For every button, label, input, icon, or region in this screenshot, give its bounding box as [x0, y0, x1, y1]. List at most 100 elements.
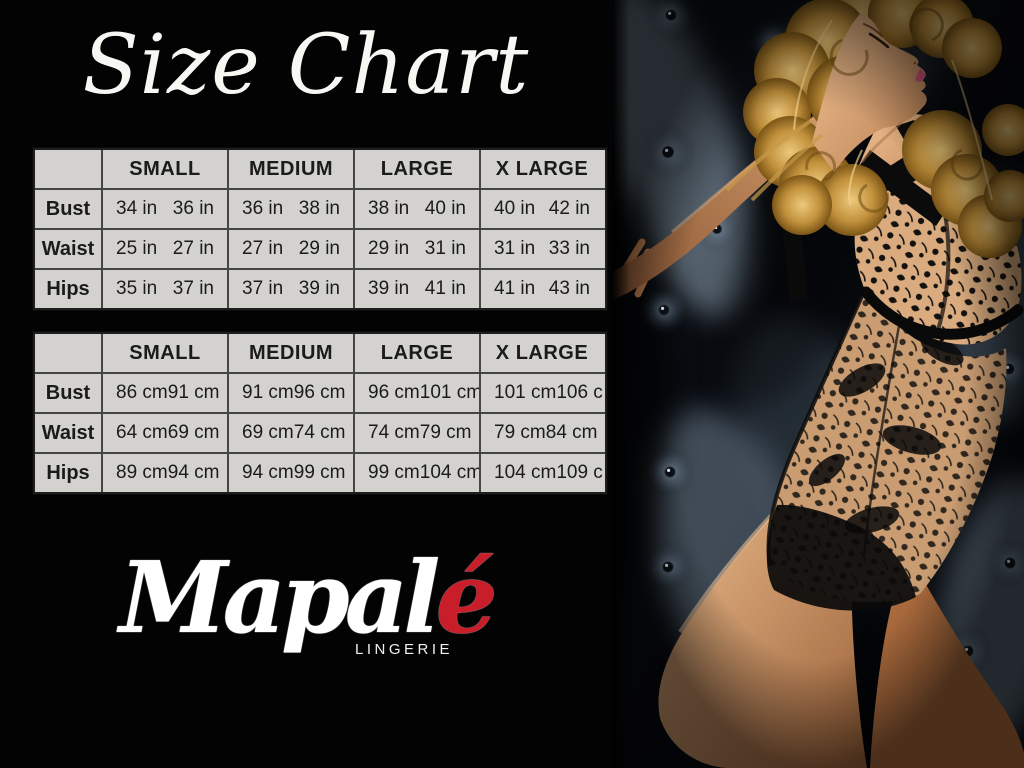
size-value: 40 in: [424, 198, 466, 219]
row-label: Waist: [35, 230, 103, 268]
size-value: 29 in: [368, 238, 410, 259]
size-cell: 41 in 43 in: [481, 270, 603, 308]
size-value: 74 cm: [368, 422, 420, 443]
header-small: SMALL: [103, 334, 229, 372]
header-medium: MEDIUM: [229, 334, 355, 372]
table-row-waist: Waist 64 cm 69 cm 69 cm 74 cm 74 cm 79 cm 7…: [35, 414, 605, 454]
header-xlarge: X LARGE: [495, 157, 589, 180]
corner-cell: [35, 334, 103, 372]
size-cell: 40 in 42 in: [481, 190, 603, 228]
size-cell: 38 in 40 in: [355, 190, 481, 228]
size-value: 41 in: [424, 278, 466, 299]
size-cell: 89 cm 94 cm: [103, 454, 229, 492]
brand-logo: Mapalé LINGERIE: [0, 547, 612, 658]
table-row-bust: Bust 34 in 36 in 36 in 38 in 38 in 40 in 40…: [35, 190, 605, 230]
size-value: 96 cm: [293, 382, 346, 403]
size-cell: 37 in 39 in: [229, 270, 355, 308]
row-label: Hips: [35, 454, 103, 492]
brand-text: Mapal: [119, 541, 440, 656]
header-large: LARGE: [355, 334, 481, 372]
size-value: 39 in: [298, 278, 340, 299]
size-value: 89 cm: [116, 462, 168, 483]
size-value: 91 cm: [242, 382, 294, 403]
header-large: LARGE: [355, 150, 481, 188]
size-cell: 79 cm 84 cm: [481, 414, 603, 452]
size-value: 69 cm: [242, 422, 294, 443]
size-value: 99 cm: [293, 462, 346, 483]
size-value: 64 cm: [116, 422, 168, 443]
row-label: Hips: [35, 270, 103, 308]
size-value: 79 cm: [419, 422, 472, 443]
brand-wordmark: Mapalé: [0, 547, 612, 651]
size-cell: 64 cm 69 cm: [103, 414, 229, 452]
size-value: 79 cm: [494, 422, 546, 443]
table-row-bust: Bust 86 cm 91 cm 91 cm 96 cm 96 cm 101 cm 1…: [35, 374, 605, 414]
size-value: 91 cm: [167, 382, 220, 403]
size-value: 33 in: [548, 238, 590, 259]
size-table-inches: SMALL MEDIUM LARGE X LARGE Bust 34 in 36 …: [33, 148, 607, 310]
size-table-centimeters: SMALL MEDIUM LARGE X LARGE Bust 86 cm 91 …: [33, 332, 607, 494]
size-value: 74 cm: [293, 422, 346, 443]
size-value: 101 cm: [419, 382, 481, 403]
brand-subtitle: LINGERIE: [354, 640, 454, 658]
size-cell: 25 in 27 in: [103, 230, 229, 268]
size-value: 41 in: [494, 278, 536, 299]
size-cell: 69 cm 74 cm: [229, 414, 355, 452]
size-value: 40 in: [494, 198, 536, 219]
size-cell: 94 cm 99 cm: [229, 454, 355, 492]
size-value: 36 in: [172, 198, 214, 219]
size-value: 69 cm: [167, 422, 220, 443]
size-value: 27 in: [172, 238, 214, 259]
size-value: 43 in: [548, 278, 590, 299]
size-value: 104 cm: [419, 462, 481, 483]
chart-panel: Size Chart SMALL MEDIUM LARGE X LARGE Bu…: [0, 18, 612, 658]
table-row-waist: Waist 25 in 27 in 27 in 29 in 29 in 31 in 3…: [35, 230, 605, 270]
size-cell: 31 in 33 in: [481, 230, 603, 268]
size-value: 36 in: [242, 198, 284, 219]
table-header-row: SMALL MEDIUM LARGE X LARGE: [35, 334, 605, 374]
size-cell: 91 cm 96 cm: [229, 374, 355, 412]
size-value: 27 in: [242, 238, 284, 259]
row-label: Bust: [35, 374, 103, 412]
table-header-row: SMALL MEDIUM LARGE X LARGE: [35, 150, 605, 190]
row-label: Bust: [35, 190, 103, 228]
size-value: 104 cm: [494, 462, 557, 483]
size-value: 38 in: [298, 198, 340, 219]
table-row-hips: Hips 35 in 37 in 37 in 39 in 39 in 41 in 41…: [35, 270, 605, 308]
size-value: 101 cm: [494, 382, 557, 403]
model-photo: [612, 0, 1024, 768]
size-value: 34 in: [116, 198, 158, 219]
table-row-hips: Hips 89 cm 94 cm 94 cm 99 cm 99 cm 104 cm 1…: [35, 454, 605, 492]
size-cell: 27 in 29 in: [229, 230, 355, 268]
row-label: Waist: [35, 414, 103, 452]
size-value: 35 in: [116, 278, 158, 299]
size-cell: 74 cm 79 cm: [355, 414, 481, 452]
size-value: 84 cm: [545, 422, 598, 443]
size-value: 37 in: [172, 278, 214, 299]
corner-cell: [35, 150, 103, 188]
size-cell: 36 in 38 in: [229, 190, 355, 228]
size-value: 29 in: [298, 238, 340, 259]
size-cell: 86 cm 91 cm: [103, 374, 229, 412]
size-value: 109 cm: [556, 462, 603, 483]
size-cell: 39 in 41 in: [355, 270, 481, 308]
brand-accent-letter: é: [435, 541, 497, 656]
size-cell: 34 in 36 in: [103, 190, 229, 228]
size-value: 94 cm: [242, 462, 294, 483]
size-value: 31 in: [424, 238, 466, 259]
header-medium: MEDIUM: [229, 150, 355, 188]
header-xlarge: X LARGE: [495, 341, 589, 364]
size-value: 37 in: [242, 278, 284, 299]
size-cell: 99 cm 104 cm: [355, 454, 481, 492]
header-small: SMALL: [103, 150, 229, 188]
size-value: 94 cm: [167, 462, 220, 483]
model-photo-illustration: [612, 0, 1024, 768]
size-cell: 96 cm 101 cm: [355, 374, 481, 412]
size-value: 38 in: [368, 198, 410, 219]
size-value: 86 cm: [116, 382, 168, 403]
size-value: 31 in: [494, 238, 536, 259]
size-value: 39 in: [368, 278, 410, 299]
